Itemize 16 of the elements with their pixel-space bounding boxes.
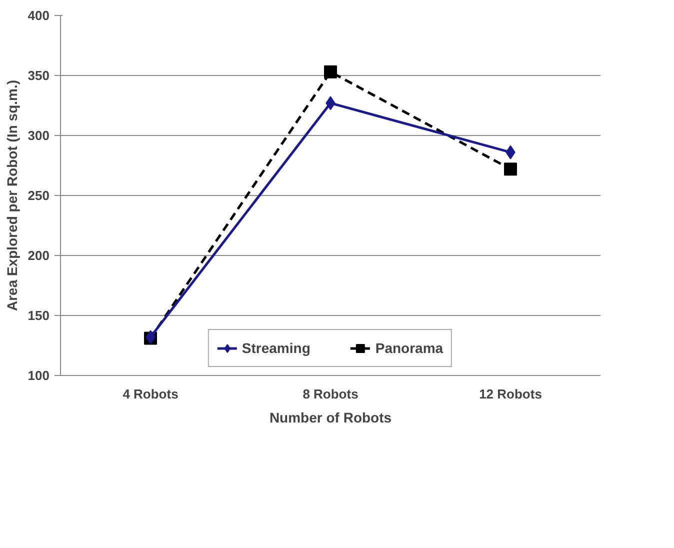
y-tick-label: 150 [28, 308, 50, 323]
point [504, 162, 517, 176]
legend-label: Streaming [242, 340, 310, 356]
legend-label: Panorama [375, 340, 444, 356]
x-tick-label: 8 Robots [302, 386, 358, 402]
y-tick-label: 100 [28, 368, 50, 383]
x-axis-title: Number of Robots [269, 410, 392, 426]
x-tick-label: 4 Robots [122, 386, 178, 402]
y-tick-label: 250 [28, 188, 50, 203]
y-tick-label: 400 [28, 8, 50, 23]
y-axis-title: Area Explored per Robot (In sq.m.) [4, 80, 20, 312]
y-tick-label: 200 [28, 248, 50, 263]
point [324, 65, 337, 78]
y-tick-label: 350 [28, 68, 50, 83]
y-tick-label: 300 [28, 128, 50, 143]
x-tick-label: 12 Robots [479, 386, 542, 402]
